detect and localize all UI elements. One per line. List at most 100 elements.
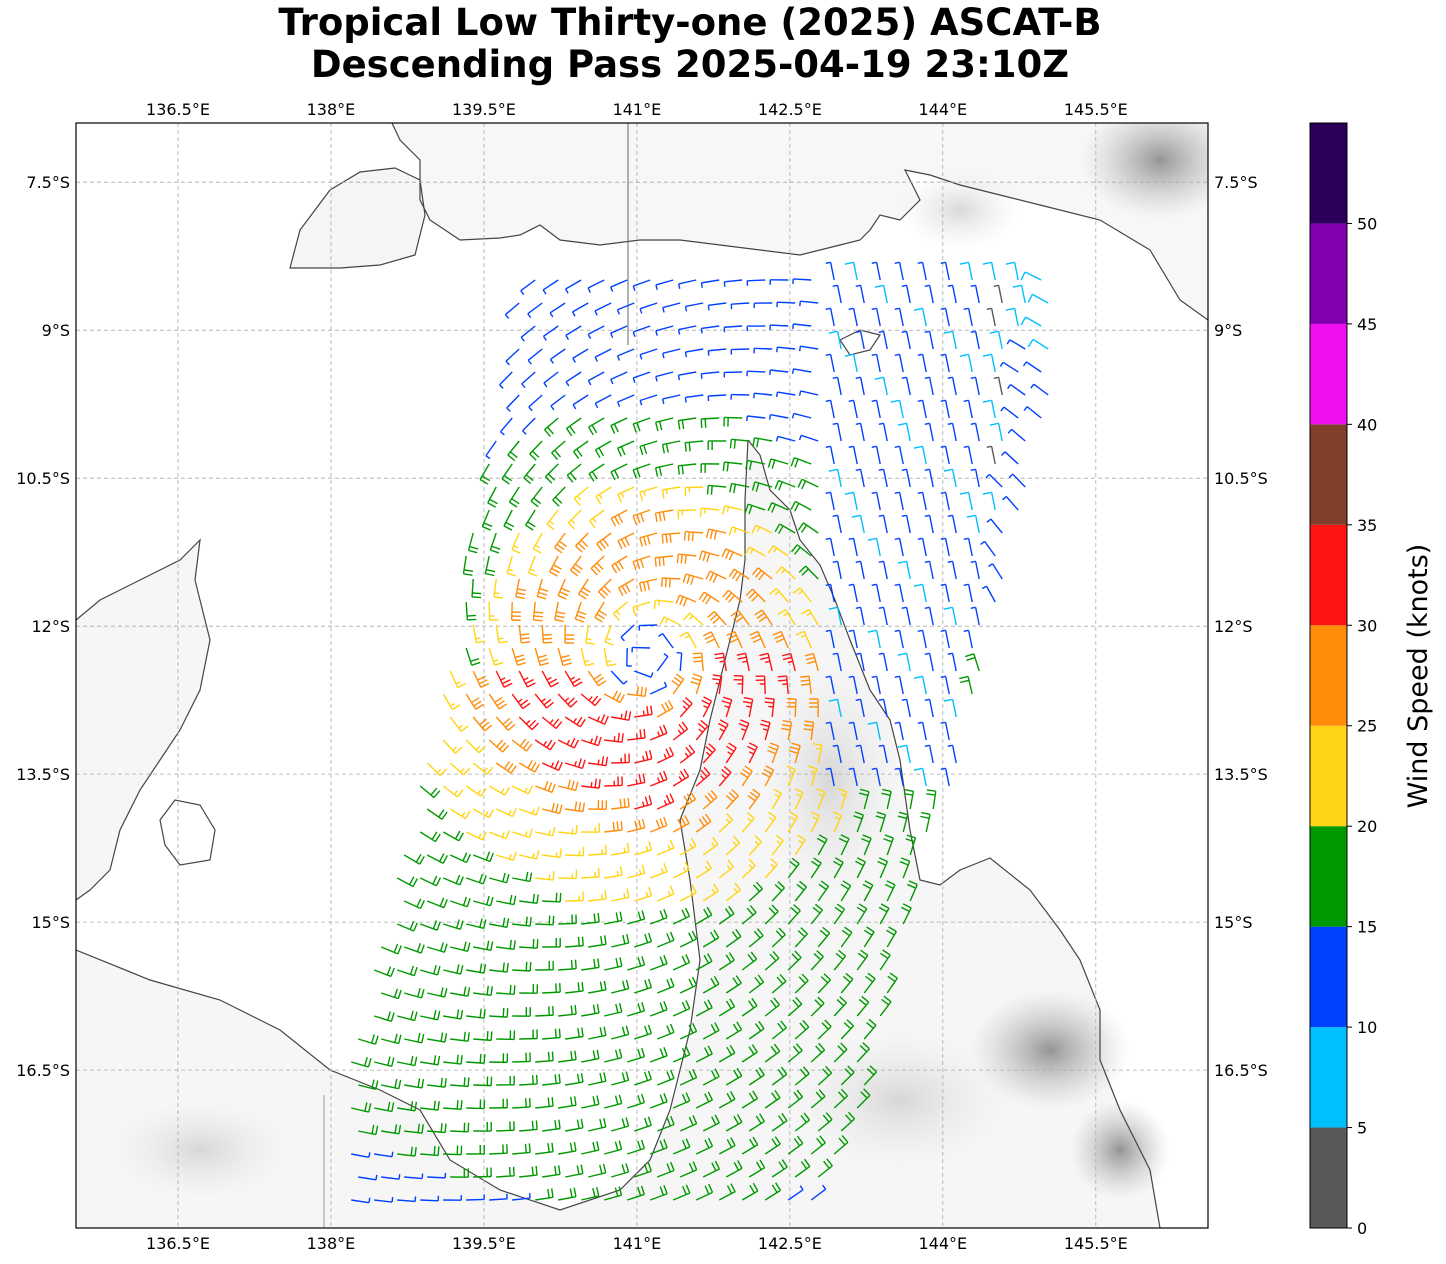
wind-barb (594, 440, 612, 459)
wind-barb (558, 1187, 577, 1201)
wind-barb (572, 394, 589, 410)
colorbar: 0 5 10 15 20 25 30 35 40 45 50 (1309, 122, 1377, 1238)
wind-barb (419, 785, 441, 799)
wind-barb (617, 578, 635, 597)
wind-barb (611, 934, 630, 948)
wind-barb (695, 1045, 713, 1063)
wind-barb (569, 555, 583, 577)
wind-barb (787, 857, 800, 879)
map-title: Tropical Low Thirty-one (2025) ASCAT-B D… (0, 2, 1380, 86)
wind-barb (970, 422, 980, 442)
wind-barb (541, 624, 553, 644)
wind-barb (794, 1112, 811, 1132)
wind-barb (771, 1020, 787, 1040)
wind-barb (508, 486, 520, 508)
wind-barb (769, 587, 789, 603)
wind-barb (449, 852, 471, 864)
wind-barb (705, 570, 727, 584)
wind-barb (610, 463, 628, 481)
wind-barb (828, 468, 842, 488)
wind-barb (894, 537, 904, 557)
wind-barb (745, 588, 766, 603)
wind-barb (947, 422, 957, 442)
wind-barb (662, 348, 681, 359)
wind-barb (790, 457, 812, 468)
wind-barb (943, 330, 957, 350)
wind-barb (744, 546, 766, 557)
latitude-ticks-right: 7.5°S 9°S 10.5°S 12°S 13.5°S 15°S 16.5°S (1214, 173, 1268, 1080)
wind-barb (581, 1186, 600, 1201)
wind-barb (810, 857, 822, 879)
wind-barb (535, 871, 555, 881)
wind-barb (512, 828, 533, 839)
wind-barb (534, 739, 556, 751)
wind-barb (528, 394, 543, 412)
wind-barb (966, 514, 980, 534)
wind-barb (381, 1078, 402, 1090)
wind-barb (649, 954, 668, 971)
wind-barb (825, 767, 835, 787)
wind-barb (1020, 271, 1042, 281)
wind-barb (465, 873, 487, 885)
wind-barb (963, 399, 973, 419)
wind-barb (741, 1182, 759, 1201)
wind-barb (638, 578, 658, 592)
wind-barb (764, 858, 778, 879)
wind-barb (776, 301, 796, 308)
wind-barb (903, 789, 915, 810)
wind-barb (1000, 406, 1019, 419)
wind-barb (844, 491, 858, 511)
wind-barb (542, 892, 562, 903)
wind-barb (442, 693, 461, 711)
wind-barb (855, 422, 865, 442)
wind-barb (496, 939, 516, 950)
wind-barb (351, 1152, 371, 1159)
wind-barb (894, 721, 904, 741)
wind-barb (550, 394, 566, 411)
wind-barb (728, 568, 750, 582)
wind-barb (358, 1124, 379, 1136)
wind-barb (565, 279, 582, 294)
wind-barb (558, 1141, 577, 1155)
wind-barb (604, 911, 623, 925)
wind-barb (790, 500, 812, 512)
wind-barb (840, 880, 852, 902)
wind-barb (374, 1197, 394, 1203)
colorbar-segment (1310, 123, 1347, 224)
wind-barb (794, 1066, 810, 1086)
wind-barb (725, 928, 742, 948)
wind-barb (581, 958, 600, 971)
wind-barb (764, 811, 777, 833)
wind-barb (565, 801, 585, 813)
wind-barb (610, 509, 628, 527)
wind-barb (897, 560, 911, 580)
wind-barb (712, 674, 723, 695)
wind-barb (748, 1159, 766, 1178)
wind-barb (611, 979, 630, 994)
wind-barb (940, 491, 950, 511)
wind-barb (564, 624, 575, 644)
wind-barb (855, 652, 865, 672)
wind-barb (808, 765, 818, 787)
wind-barb (774, 523, 796, 535)
wind-barb (466, 963, 487, 974)
wind-barb (403, 943, 425, 954)
wind-barb (871, 261, 881, 281)
wind-barb (794, 927, 809, 948)
wind-barb (679, 791, 697, 810)
wind-barb (679, 1115, 698, 1132)
wind-barb (639, 532, 658, 547)
wind-barb (940, 399, 950, 419)
wind-barb (748, 835, 762, 856)
wind-barb (878, 422, 888, 442)
wind-barb (661, 486, 681, 499)
wind-barb (901, 376, 911, 396)
wind-barb (840, 1065, 855, 1086)
wind-barb (725, 742, 737, 764)
wind-barb (581, 1141, 600, 1155)
wind-barb (798, 390, 819, 396)
lon-tick-label-top: 138°E (307, 100, 356, 119)
wind-barb (702, 929, 720, 948)
wind-barb (1002, 495, 1019, 511)
wind-barb (519, 1029, 538, 1040)
